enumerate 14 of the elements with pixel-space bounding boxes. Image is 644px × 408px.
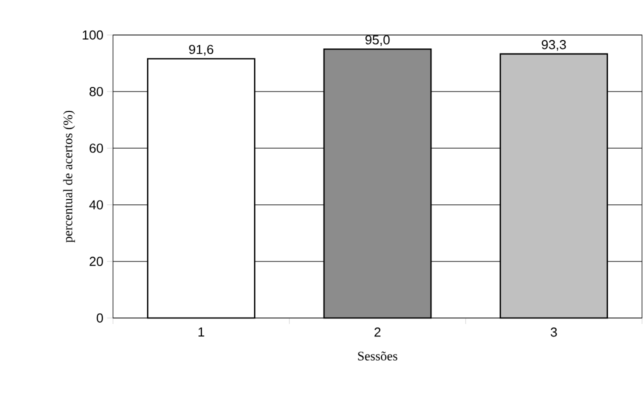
x-tick-label: 1 [198,328,204,336]
x-tick-label: 2 [374,328,380,337]
data-label: 91,6 [189,44,214,56]
y-tick-label: 60 [90,144,103,153]
y-tick-label: 20 [90,256,103,266]
y-tick-label: 100 [82,30,103,40]
data-label: 95,0 [365,35,390,46]
x-axis-title: Sessões [358,352,398,360]
data-label: 93,3 [542,40,566,51]
y-axis-title: percentual de acertos (%) [63,110,75,243]
y-tick-label: 40 [89,200,103,210]
x-tick-label: 3 [550,328,557,337]
y-tick-label: 0 [96,313,103,323]
y-tick-label: 80 [90,86,103,96]
